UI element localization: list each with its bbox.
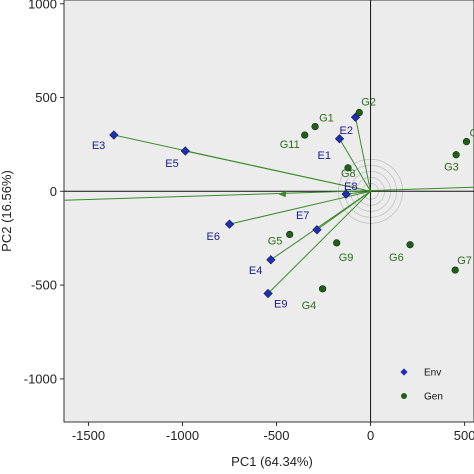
gen-point-g1 bbox=[311, 122, 319, 131]
env-point-e6 bbox=[224, 219, 235, 229]
point-label-g7: G7 bbox=[457, 255, 472, 267]
point-label-g2: G2 bbox=[361, 97, 376, 109]
env-point-e1 bbox=[334, 134, 345, 144]
point-label-g5: G5 bbox=[268, 235, 283, 247]
legend-label-env: Env bbox=[424, 368, 441, 379]
point-label-g6: G6 bbox=[389, 252, 404, 264]
average-environment-axis bbox=[64, 186, 474, 201]
y-axis-title: PC2 (16.56%) bbox=[0, 170, 14, 252]
point-label-g8: G8 bbox=[341, 168, 356, 180]
legend-label-gen: Gen bbox=[424, 392, 443, 403]
point-label-e7: E7 bbox=[296, 210, 309, 222]
x-tick-label: -1500 bbox=[72, 428, 105, 443]
axis-arrow-icon bbox=[278, 190, 287, 198]
vector-e5 bbox=[185, 150, 371, 192]
gen-point-g5 bbox=[286, 230, 294, 239]
point-label-e8: E8 bbox=[344, 181, 357, 193]
x-tick-label: -500 bbox=[264, 428, 290, 443]
legend: Env Gen bbox=[400, 368, 443, 403]
point-label-e6: E6 bbox=[207, 231, 220, 243]
gen-point-g3 bbox=[452, 151, 460, 159]
x-tick-label: -1000 bbox=[166, 428, 199, 443]
gen-point-g4 bbox=[319, 285, 327, 293]
x-tick-label: 0 bbox=[367, 428, 374, 443]
legend-marker-env bbox=[400, 368, 408, 376]
env-point-e8 bbox=[341, 189, 351, 199]
env-point-e9 bbox=[263, 288, 273, 299]
point-label-e5: E5 bbox=[165, 158, 178, 170]
vector-e2 bbox=[355, 117, 372, 192]
point-label-g1: G1 bbox=[319, 113, 334, 125]
x-tick-label: 500 bbox=[454, 428, 474, 443]
vector-e7 bbox=[316, 190, 371, 231]
gen-point-g11 bbox=[301, 131, 309, 139]
gen-point-g6 bbox=[406, 241, 414, 249]
y-tick-label: 500 bbox=[35, 90, 57, 105]
legend-marker-gen bbox=[401, 393, 407, 399]
env-point-e3 bbox=[109, 130, 119, 140]
y-tick-label: 1000 bbox=[28, 0, 57, 11]
point-label-e2: E2 bbox=[340, 125, 353, 137]
point-label-e9: E9 bbox=[274, 299, 287, 311]
gen-point-g10 bbox=[462, 138, 471, 146]
point-label-g4: G4 bbox=[302, 300, 317, 312]
env-point-e4 bbox=[266, 255, 276, 265]
point-label-e1: E1 bbox=[318, 150, 331, 162]
vector-e1 bbox=[339, 138, 371, 192]
point-label-e4: E4 bbox=[249, 265, 262, 277]
y-tick-label: -500 bbox=[31, 278, 57, 293]
plot-area bbox=[63, 0, 474, 423]
y-tick-label: -1000 bbox=[24, 371, 57, 386]
gen-point-g8 bbox=[344, 164, 352, 172]
point-label-g10: G10 bbox=[469, 128, 474, 140]
point-label-g3: G3 bbox=[444, 162, 459, 174]
env-point-e5 bbox=[180, 146, 190, 156]
point-label-g9: G9 bbox=[339, 252, 354, 264]
gen-point-g2 bbox=[355, 108, 363, 117]
gen-point-g7 bbox=[451, 266, 459, 274]
y-tick-label: 0 bbox=[50, 184, 57, 199]
gen-point-g9 bbox=[333, 239, 341, 247]
point-label-e3: E3 bbox=[92, 140, 105, 152]
env-point-e7 bbox=[312, 225, 322, 235]
point-label-g11: G11 bbox=[280, 139, 300, 151]
vector-e9 bbox=[267, 190, 371, 294]
x-axis-title: PC1 (64.34%) bbox=[231, 454, 313, 469]
